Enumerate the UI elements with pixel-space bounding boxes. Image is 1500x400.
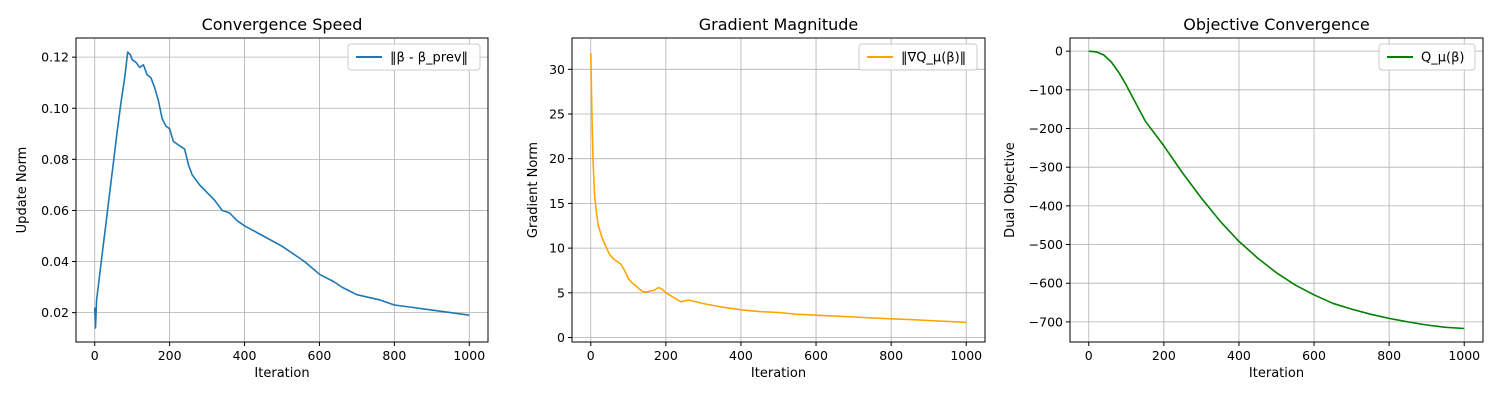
plot-frame [75, 37, 489, 343]
y-tick-label: 0.08 [41, 152, 69, 167]
y-tick-label: 30 [549, 62, 565, 77]
y-tick-label: 5 [557, 285, 565, 300]
x-tick-label: 400 [1227, 348, 1251, 363]
x-tick-label: 1000 [1448, 348, 1480, 363]
legend-box [347, 43, 481, 71]
y-tick-label: −100 [1029, 82, 1063, 97]
y-tick-label: 15 [549, 196, 565, 211]
y-tick-label: −300 [1029, 160, 1063, 175]
y-tick-label: −500 [1029, 237, 1063, 252]
x-tick-label: 200 [1152, 348, 1176, 363]
y-tick-label: 0.06 [41, 203, 69, 218]
x-tick-label: 800 [382, 348, 406, 363]
y-tick-label: 0.10 [41, 101, 69, 116]
y-tick-label: −400 [1029, 198, 1063, 213]
x-axis-label: Iteration [1249, 366, 1304, 381]
series-line-1 [93, 51, 470, 329]
y-tick-label: 25 [549, 107, 565, 122]
series-line-1 [590, 53, 967, 324]
x-tick-label: 200 [158, 348, 182, 363]
chart-panel-2: 0 200 400 600 800 1000 0 5 10 15 20 25 30 Gradient Ma… [526, 15, 986, 381]
y-tick-label: −600 [1029, 276, 1063, 291]
x-tick-label: 1000 [950, 348, 982, 363]
chart-panel-1: 0 200 400 600 800 1000 0.02 0.04 0.06 0.08 0.10 0.1… [15, 15, 489, 381]
y-axis-label: Update Norm [15, 147, 30, 234]
x-tick-label: 0 [587, 348, 595, 363]
x-axis-label: Iteration [254, 366, 309, 381]
x-tick-label: 600 [804, 348, 828, 363]
x-tick-label: 800 [879, 348, 903, 363]
y-tick-label: 0.02 [41, 305, 69, 320]
x-tick-label: 1000 [453, 348, 485, 363]
chart-title: Gradient Magnitude [699, 15, 859, 34]
legend: Q_μ(β) [1378, 43, 1476, 71]
x-tick-label: 0 [1085, 348, 1093, 363]
legend-label: Q_μ(β) [1421, 51, 1464, 66]
y-tick-label: −700 [1029, 314, 1063, 329]
chart-panel-3: 0 200 400 600 800 1000 0 −100 −200 −300 −400 −500 −6… [1003, 15, 1484, 381]
x-tick-label: 400 [233, 348, 257, 363]
chart-title: Objective Convergence [1183, 15, 1369, 34]
y-tick-label: 20 [549, 151, 565, 166]
x-tick-label: 600 [1302, 348, 1326, 363]
legend: ‖β - β_prev‖ [347, 43, 481, 71]
x-tick-label: 0 [91, 348, 99, 363]
legend-box [858, 43, 978, 71]
y-tick-label: 0 [557, 330, 565, 345]
y-tick-label: −200 [1029, 121, 1063, 136]
chart-title: Convergence Speed [202, 15, 363, 34]
legend-box [1378, 43, 1476, 71]
y-axis-label: Dual Objective [1003, 142, 1018, 238]
y-tick-label: 0 [1055, 44, 1063, 59]
series-line-1 [1088, 50, 1465, 330]
legend-label: ‖β - β_prev‖ [390, 51, 468, 66]
plot-frame [571, 37, 986, 343]
y-tick-label: 0.12 [41, 50, 69, 65]
y-tick-label: 10 [549, 241, 565, 256]
x-tick-label: 200 [654, 348, 678, 363]
x-tick-label: 800 [1377, 348, 1401, 363]
legend: ‖∇Q_μ(β)‖ [858, 43, 978, 71]
y-axis-label: Gradient Norm [526, 142, 541, 238]
x-tick-label: 400 [729, 348, 753, 363]
plot-frame [1069, 37, 1484, 343]
x-tick-label: 600 [308, 348, 332, 363]
y-tick-label: 0.04 [41, 254, 69, 269]
x-axis-label: Iteration [751, 366, 806, 381]
legend-label: ‖∇Q_μ(β)‖ [901, 51, 966, 66]
